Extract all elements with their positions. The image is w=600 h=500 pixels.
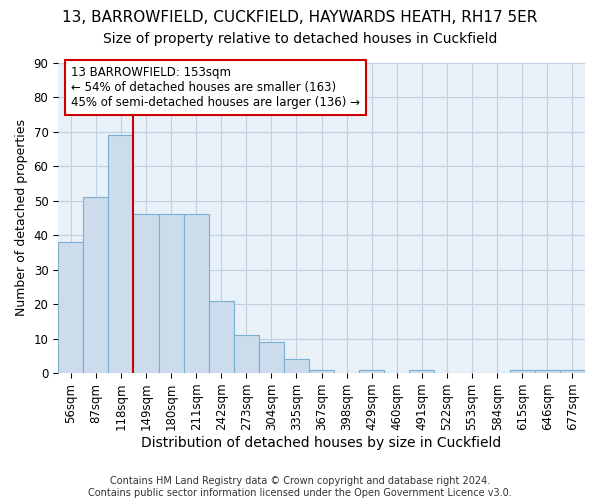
Bar <box>535 370 560 373</box>
Bar <box>184 214 209 373</box>
Bar <box>259 342 284 373</box>
Bar <box>58 242 83 373</box>
Bar <box>560 370 585 373</box>
Text: 13 BARROWFIELD: 153sqm
← 54% of detached houses are smaller (163)
45% of semi-de: 13 BARROWFIELD: 153sqm ← 54% of detached… <box>71 66 360 109</box>
Bar <box>158 214 184 373</box>
Bar <box>409 370 434 373</box>
Bar <box>309 370 334 373</box>
Y-axis label: Number of detached properties: Number of detached properties <box>15 120 28 316</box>
Bar <box>209 300 234 373</box>
Text: 13, BARROWFIELD, CUCKFIELD, HAYWARDS HEATH, RH17 5ER: 13, BARROWFIELD, CUCKFIELD, HAYWARDS HEA… <box>62 10 538 25</box>
Bar <box>133 214 158 373</box>
Bar <box>284 360 309 373</box>
Bar <box>359 370 384 373</box>
X-axis label: Distribution of detached houses by size in Cuckfield: Distribution of detached houses by size … <box>142 436 502 450</box>
Bar <box>83 197 109 373</box>
Bar <box>510 370 535 373</box>
Text: Contains HM Land Registry data © Crown copyright and database right 2024.
Contai: Contains HM Land Registry data © Crown c… <box>88 476 512 498</box>
Text: Size of property relative to detached houses in Cuckfield: Size of property relative to detached ho… <box>103 32 497 46</box>
Bar <box>109 135 133 373</box>
Bar <box>234 335 259 373</box>
